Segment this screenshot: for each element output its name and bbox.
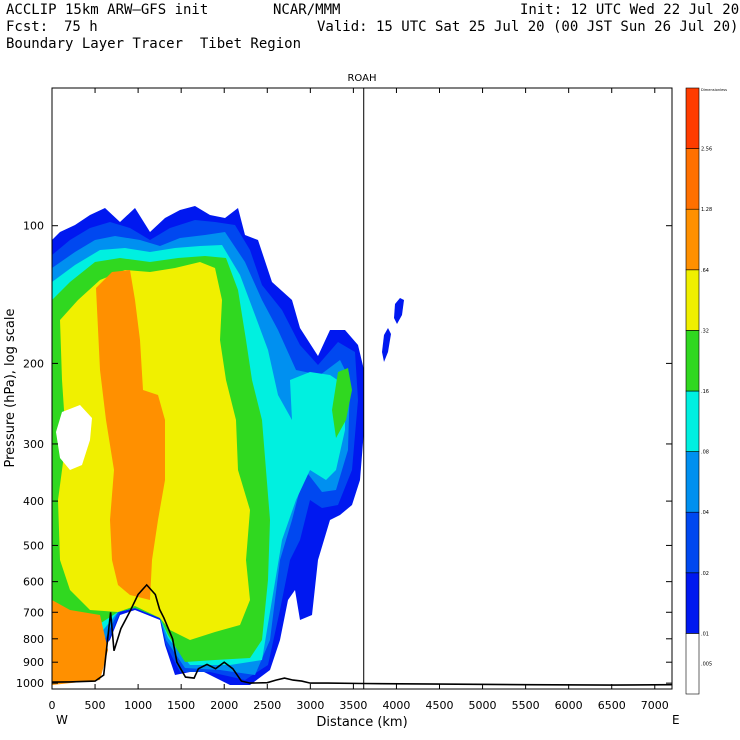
y-tick-label: 600 <box>23 576 44 589</box>
forecast-hour: 75 h <box>64 19 98 35</box>
terrain-line <box>51 583 673 686</box>
x-axis: 0 500 1000 1500 2000 2500 3000 3500 4000 4500 5000… <box>49 88 669 712</box>
west-end-label: W <box>56 713 68 727</box>
x-tick-label: 500 <box>85 699 106 712</box>
chart-title: ROAH <box>347 73 376 84</box>
x-tick-label: 2000 <box>210 699 238 712</box>
colorbar-swatch <box>685 148 700 210</box>
tracer-band-level-7 <box>96 270 165 600</box>
colorbar-label: .64 <box>701 268 709 274</box>
colorbar-swatch <box>685 269 700 331</box>
x-tick-label: 5500 <box>512 699 540 712</box>
tracer-field <box>52 206 404 685</box>
colorbar-label: .08 <box>701 450 709 456</box>
tracer-isolated-blob-2 <box>382 328 391 362</box>
colorbar-label: .01 <box>701 631 709 637</box>
colorbar-swatch <box>685 451 700 513</box>
x-tick-label: 5000 <box>469 699 497 712</box>
valid-time: Valid: 15 UTC Sat 25 Jul 20 (00 JST Sun … <box>317 19 739 35</box>
colorbar-swatch <box>685 633 700 695</box>
y-tick-label: 200 <box>23 357 44 370</box>
y-tick-label: 700 <box>23 606 44 619</box>
tracer-gap-white <box>56 405 92 470</box>
colorbar-label: 2.56 <box>701 147 712 153</box>
colorbar-label: .02 <box>701 571 709 577</box>
colorbar-label: Dimensionless <box>701 88 727 92</box>
colorbar-swatch <box>685 572 700 634</box>
x-tick-label: 4000 <box>382 699 410 712</box>
forecast-label: Fcst: <box>6 19 49 35</box>
field-name: Boundary Layer Tracer Tibet Region <box>6 36 302 52</box>
colorbar-label: 1.28 <box>701 207 712 213</box>
plot-frame <box>51 87 673 690</box>
tracer-isolated-blob-1 <box>394 298 404 324</box>
colorbar-label: .16 <box>701 389 709 395</box>
colorbar-label: .32 <box>701 328 709 334</box>
x-tick-label: 3000 <box>296 699 324 712</box>
x-tick-label: 6500 <box>598 699 626 712</box>
organization: NCAR/MMM <box>273 2 341 18</box>
init-time: Init: 12 UTC Wed 22 Jul 20 <box>520 2 740 18</box>
colorbar-swatch <box>685 511 700 574</box>
model-title: ACCLIP 15km ARW–GFS init <box>6 2 209 18</box>
y-tick-label: 300 <box>23 438 44 451</box>
colorbar-label: .04 <box>701 510 709 516</box>
x-tick-label: 1500 <box>167 699 195 712</box>
y-axis-label: Pressure (hPa), log scale <box>3 309 18 468</box>
terrain-layer <box>51 583 673 686</box>
x-tick-label: 6000 <box>555 699 583 712</box>
x-tick-label: 1000 <box>124 699 152 712</box>
x-tick-label: 4500 <box>426 699 454 712</box>
x-tick-label: 7000 <box>641 699 669 712</box>
x-tick-label: 2500 <box>253 699 281 712</box>
y-tick-label: 1000 <box>16 677 44 690</box>
colorbar: .005 .01 .02 .04 .08 .16 .32 .64 1.28 2.56 Dimensi… <box>685 87 727 695</box>
x-axis-label: Distance (km) <box>316 715 407 730</box>
tracer-band-level-7b <box>52 600 108 685</box>
tracer-green-streak <box>332 368 352 438</box>
y-tick-label: 400 <box>23 495 44 508</box>
x-tick-label: 0 <box>49 699 56 712</box>
y-tick-label: 500 <box>23 539 44 552</box>
x-tick-label: 3500 <box>339 699 367 712</box>
colorbar-swatch <box>685 330 700 392</box>
colorbar-swatch <box>685 390 700 452</box>
y-axis: 100 200 300 400 500 600 700 800 900 1000 <box>16 220 672 690</box>
colorbar-swatch <box>685 87 700 149</box>
colorbar-label: .005 <box>701 662 712 668</box>
y-tick-label: 800 <box>23 633 44 646</box>
colorbar-swatch <box>685 208 700 271</box>
y-tick-label: 900 <box>23 656 44 669</box>
east-end-label: E <box>672 713 680 727</box>
y-tick-label: 100 <box>23 220 44 233</box>
